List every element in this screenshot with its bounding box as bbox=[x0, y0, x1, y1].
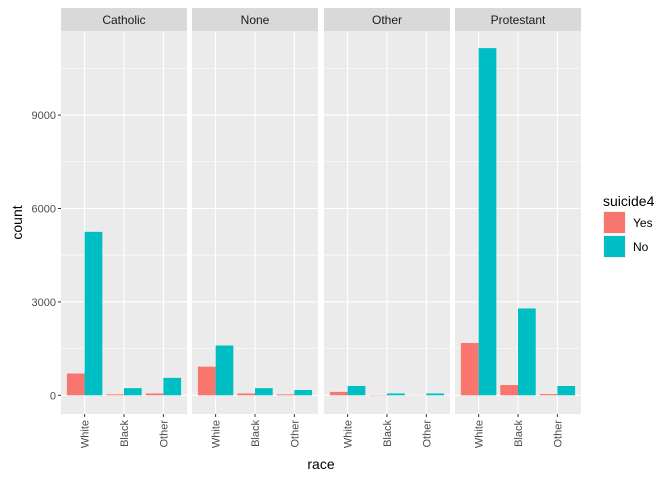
facet-strip bbox=[324, 8, 450, 31]
y-tick-label: 6000 bbox=[32, 203, 56, 215]
x-tick-label: Black bbox=[119, 420, 131, 447]
bar-protestant-white-no bbox=[478, 48, 497, 396]
bar-none-other-yes bbox=[276, 394, 295, 396]
facet-strip-label: Catholic bbox=[102, 13, 145, 27]
legend-label-yes: Yes bbox=[633, 216, 653, 230]
bar-protestant-black-yes bbox=[500, 385, 518, 396]
x-tick-label: Black bbox=[250, 420, 262, 447]
bar-none-black-no bbox=[255, 388, 273, 396]
facet-strip-label: Other bbox=[372, 13, 402, 27]
legend-swatch-yes bbox=[604, 212, 625, 233]
facet-strip bbox=[455, 8, 581, 31]
y-axis-title: count bbox=[9, 205, 25, 239]
facet-strip-label: None bbox=[241, 13, 270, 27]
bar-catholic-other-no bbox=[163, 377, 182, 396]
facet-panel-none: None White Black Other bbox=[192, 8, 318, 448]
bar-none-other-no bbox=[294, 390, 313, 396]
bar-catholic-black-yes bbox=[106, 394, 124, 396]
x-tick-label: White bbox=[211, 420, 223, 448]
facet-strip bbox=[192, 8, 318, 31]
y-tick-label: 3000 bbox=[32, 297, 56, 309]
bar-protestant-other-no bbox=[557, 385, 576, 396]
x-tick-label: White bbox=[80, 420, 92, 448]
x-tick-label: White bbox=[474, 420, 486, 448]
y-tick-label: 9000 bbox=[32, 110, 56, 122]
y-tick-label: 0 bbox=[50, 390, 56, 402]
bar-none-black-yes bbox=[237, 393, 255, 396]
y-axis: 0 3000 6000 9000 bbox=[32, 110, 61, 402]
bar-protestant-other-yes bbox=[539, 394, 558, 396]
bar-catholic-white-yes bbox=[66, 373, 85, 396]
bar-other-white-yes bbox=[329, 391, 348, 396]
facet-panel-other: Other White Black Other bbox=[324, 8, 450, 448]
bar-catholic-black-no bbox=[124, 388, 142, 396]
legend: suicide4 Yes No bbox=[603, 193, 655, 258]
facet-panel-protestant: Protestant White Black Other bbox=[455, 8, 581, 448]
x-tick-label: White bbox=[343, 420, 355, 448]
x-tick-label: Other bbox=[421, 420, 433, 448]
legend-swatch-no bbox=[604, 236, 625, 257]
bar-none-white-yes bbox=[197, 366, 216, 396]
x-tick-label: Black bbox=[513, 420, 525, 447]
legend-title: suicide4 bbox=[603, 193, 655, 209]
facet-strip bbox=[61, 8, 187, 31]
bar-other-other-no bbox=[426, 393, 445, 396]
bar-none-white-no bbox=[215, 345, 234, 396]
bar-other-black-no bbox=[387, 393, 405, 396]
bar-catholic-other-yes bbox=[145, 393, 164, 396]
legend-label-no: No bbox=[633, 240, 649, 254]
facet-panel-catholic: Catholic White Black Other bbox=[61, 8, 187, 448]
facet-strip-label: Protestant bbox=[491, 13, 546, 27]
x-axis-title: race bbox=[307, 456, 334, 472]
bar-other-white-no bbox=[347, 385, 366, 396]
x-tick-label: Black bbox=[382, 420, 394, 447]
bar-protestant-black-no bbox=[518, 308, 536, 396]
bar-protestant-white-yes bbox=[460, 343, 479, 396]
x-tick-label: Other bbox=[552, 420, 564, 448]
bar-catholic-white-no bbox=[84, 231, 103, 396]
x-tick-label: Other bbox=[289, 420, 301, 448]
x-tick-label: Other bbox=[158, 420, 170, 448]
